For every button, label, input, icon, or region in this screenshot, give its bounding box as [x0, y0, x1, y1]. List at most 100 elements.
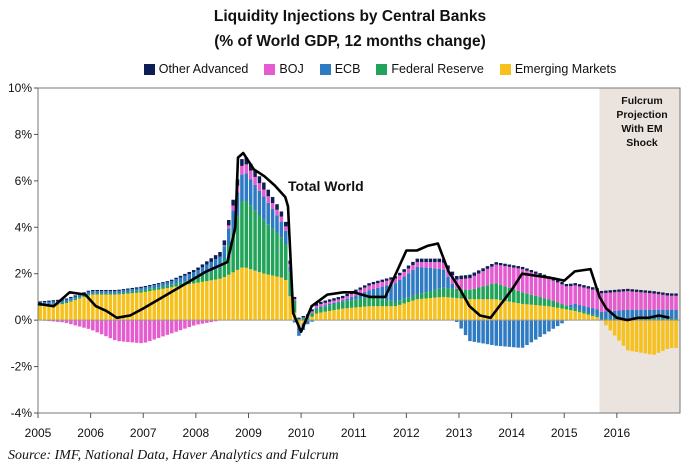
bar-other_advanced: [42, 300, 47, 303]
bar-emerging_markets: [323, 311, 327, 321]
bar-emerging_markets: [38, 306, 42, 321]
bar-federal_reserve: [152, 288, 156, 291]
bar-ecb: [577, 305, 582, 311]
bar-ecb: [542, 320, 547, 335]
bar-emerging_markets: [617, 320, 621, 341]
bar-emerging_markets: [332, 310, 336, 321]
bar-boj: [99, 320, 104, 335]
bar-emerging_markets: [590, 315, 595, 321]
bar-boj: [244, 164, 249, 174]
x-tick-label: 2009: [235, 426, 262, 440]
bar-emerging_markets: [174, 286, 178, 321]
bar-emerging_markets: [341, 308, 345, 321]
bar-other_advanced: [639, 290, 643, 293]
bar-ecb: [573, 303, 577, 309]
bar-federal_reserve: [406, 297, 411, 303]
bar-ecb: [533, 320, 538, 340]
bar-emerging_markets: [227, 274, 231, 321]
bar-federal_reserve: [126, 291, 130, 294]
bar-federal_reserve: [446, 288, 450, 298]
bar-emerging_markets: [384, 306, 389, 321]
x-tick-label: 2012: [393, 426, 420, 440]
bar-ecb: [630, 309, 634, 319]
bar-ecb: [669, 309, 674, 319]
bar-emerging_markets: [266, 274, 270, 321]
bar-boj: [284, 226, 288, 231]
bar-ecb: [332, 302, 336, 305]
bar-emerging_markets: [634, 320, 639, 352]
bar-ecb: [169, 280, 174, 285]
bar-boj: [428, 262, 433, 268]
bar-other_advanced: [582, 285, 586, 288]
bar-boj: [652, 293, 656, 310]
bar-other_advanced: [669, 293, 674, 296]
bar-boj: [582, 287, 586, 307]
bar-emerging_markets: [626, 320, 630, 351]
bar-boj: [538, 275, 542, 298]
bar-federal_reserve: [130, 291, 135, 294]
bar-emerging_markets: [362, 306, 367, 321]
y-tick-label: 6%: [15, 174, 33, 188]
bar-other_advanced: [152, 284, 156, 286]
bar-federal_reserve: [450, 288, 455, 298]
bar-federal_reserve: [104, 293, 108, 295]
bar-emerging_markets: [156, 289, 161, 321]
bar-ecb: [279, 221, 284, 238]
bar-emerging_markets: [450, 297, 455, 321]
bar-other_advanced: [191, 270, 196, 273]
bar-ecb: [86, 291, 91, 295]
bar-federal_reserve: [161, 286, 165, 289]
bar-other_advanced: [104, 289, 108, 292]
bar-ecb: [77, 294, 82, 298]
bar-other_advanced: [314, 303, 319, 306]
bar-ecb: [240, 174, 244, 202]
bar-federal_reserve: [490, 284, 494, 300]
bar-emerging_markets: [200, 281, 205, 321]
bar-emerging_markets: [218, 278, 222, 321]
bar-emerging_markets: [288, 296, 292, 321]
bar-other_advanced: [384, 278, 389, 281]
bar-ecb: [148, 286, 152, 289]
bar-federal_reserve: [205, 273, 209, 282]
bar-federal_reserve: [69, 300, 73, 302]
bar-federal_reserve: [376, 298, 380, 307]
bar-emerging_markets: [262, 273, 266, 321]
bar-emerging_markets: [187, 284, 192, 321]
bar-boj: [472, 275, 477, 289]
bar-boj: [292, 299, 297, 301]
bar-federal_reserve: [275, 232, 279, 277]
bar-boj: [77, 320, 82, 327]
bar-ecb: [665, 309, 670, 319]
bar-emerging_markets: [161, 288, 165, 321]
bar-other_advanced: [354, 289, 358, 292]
bar-ecb: [248, 179, 253, 206]
bar-federal_reserve: [393, 301, 398, 307]
bar-ecb: [367, 290, 371, 298]
bar-other_advanced: [590, 287, 595, 290]
bar-boj: [656, 294, 661, 310]
bar-emerging_markets: [257, 272, 262, 321]
bar-emerging_markets: [134, 292, 139, 321]
bar-federal_reserve: [327, 305, 332, 311]
bar-other_advanced: [402, 269, 406, 272]
bar-emerging_markets: [213, 279, 218, 321]
bar-other_advanced: [38, 301, 42, 303]
bar-ecb: [112, 291, 117, 294]
bar-emerging_markets: [586, 314, 591, 321]
bar-federal_reserve: [319, 307, 323, 313]
bar-emerging_markets: [165, 288, 170, 321]
bar-emerging_markets: [525, 304, 529, 321]
bar-emerging_markets: [275, 276, 279, 321]
bar-other_advanced: [621, 289, 626, 292]
bar-ecb: [336, 301, 341, 303]
y-tick-label: 4%: [15, 220, 33, 234]
bar-federal_reserve: [341, 301, 345, 309]
bar-boj: [634, 291, 639, 310]
bar-other_advanced: [626, 288, 630, 292]
bar-ecb: [590, 308, 595, 315]
bar-emerging_markets: [222, 277, 227, 321]
bar-federal_reserve: [665, 318, 670, 321]
bar-ecb: [297, 326, 301, 336]
bar-other_advanced: [69, 296, 73, 299]
bar-boj: [327, 301, 332, 305]
